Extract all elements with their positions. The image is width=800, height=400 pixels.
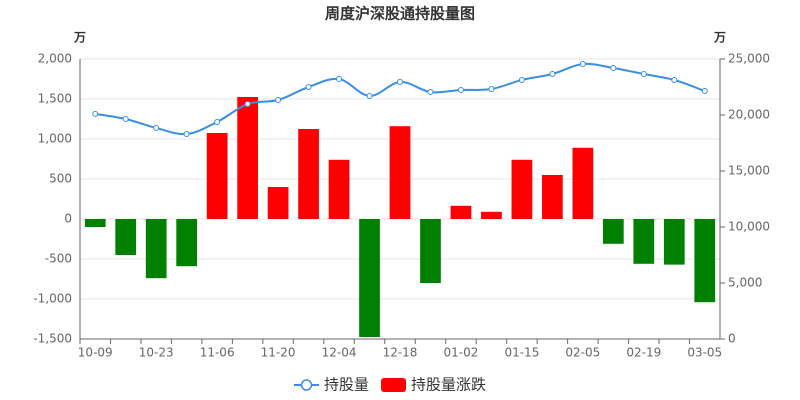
x-tick-label: 02-05 [565, 346, 600, 360]
legend-swatch [381, 378, 407, 392]
bar [359, 219, 380, 337]
y-tick-label: 0 [64, 212, 72, 226]
bar [84, 219, 106, 227]
x-tick-label: 01-02 [444, 346, 479, 360]
x-tick-label: 02-19 [626, 346, 661, 360]
bar [267, 187, 289, 219]
y-tick-label: 1,000 [38, 132, 72, 146]
bar [511, 159, 533, 219]
x-tick-label: 12-18 [383, 346, 418, 360]
line-point [610, 64, 617, 71]
y2-tick-label: 5,000 [728, 276, 762, 290]
y-tick-label: -1,500 [33, 332, 72, 346]
bar [542, 175, 563, 219]
y-unit: 万 [73, 31, 86, 45]
bar [328, 159, 350, 219]
y2-tick-label: 0 [728, 332, 736, 346]
bar [298, 129, 319, 219]
line-point [701, 88, 708, 95]
line-point [427, 89, 434, 96]
bar [572, 147, 594, 219]
line-point [305, 84, 312, 90]
bar [115, 219, 137, 255]
bar [237, 97, 258, 219]
x-tick-label: 12-04 [322, 346, 357, 360]
line-point [92, 110, 99, 117]
x-tick-label: 03-05 [687, 346, 722, 360]
line-point [549, 71, 556, 78]
y2-tick-label: 10,000 [728, 220, 770, 234]
line-point [153, 124, 160, 131]
bar [481, 211, 502, 219]
chart-title: 周度沪深股通持股量图 [325, 5, 475, 23]
line-point [214, 118, 221, 125]
legend-point [300, 379, 313, 391]
line-point [579, 61, 586, 68]
line-point [183, 131, 190, 138]
line-point [366, 92, 373, 99]
x-tick-label: 10-09 [78, 346, 113, 360]
line-point [275, 96, 282, 103]
bar [389, 126, 411, 219]
legend-label: 持股量涨跌 [411, 376, 486, 394]
x-tick-label: 11-20 [261, 346, 296, 360]
bar [663, 219, 685, 265]
line-point [671, 76, 678, 83]
line-point [640, 71, 647, 78]
line-point [518, 76, 525, 83]
bar [450, 205, 472, 219]
x-tick-label: 11-06 [200, 346, 235, 360]
bar [420, 219, 441, 283]
y2-tick-label: 20,000 [728, 108, 770, 122]
bar [176, 219, 198, 267]
bar [602, 219, 624, 244]
y-tick-label: 2,000 [38, 52, 72, 66]
line-point [488, 86, 495, 93]
x-tick-label: 10-23 [139, 346, 174, 360]
y2-tick-label: 25,000 [728, 52, 770, 66]
bar [145, 219, 167, 279]
y2-unit: 万 [713, 31, 726, 45]
bar [633, 219, 655, 264]
line-point [244, 101, 251, 108]
line-point [122, 116, 129, 123]
y2-tick-label: 15,000 [728, 164, 770, 178]
y-tick-label: 1,500 [38, 92, 72, 106]
y-tick-label: 500 [49, 172, 72, 186]
line-point [397, 78, 403, 85]
x-tick-label: 01-15 [504, 346, 539, 360]
y-tick-label: -500 [45, 252, 72, 266]
bar [206, 133, 228, 219]
y-tick-label: -1,000 [33, 292, 72, 306]
line-point [336, 76, 343, 83]
bar [694, 219, 716, 303]
legend-label: 持股量 [324, 376, 369, 394]
line-point [457, 87, 464, 94]
